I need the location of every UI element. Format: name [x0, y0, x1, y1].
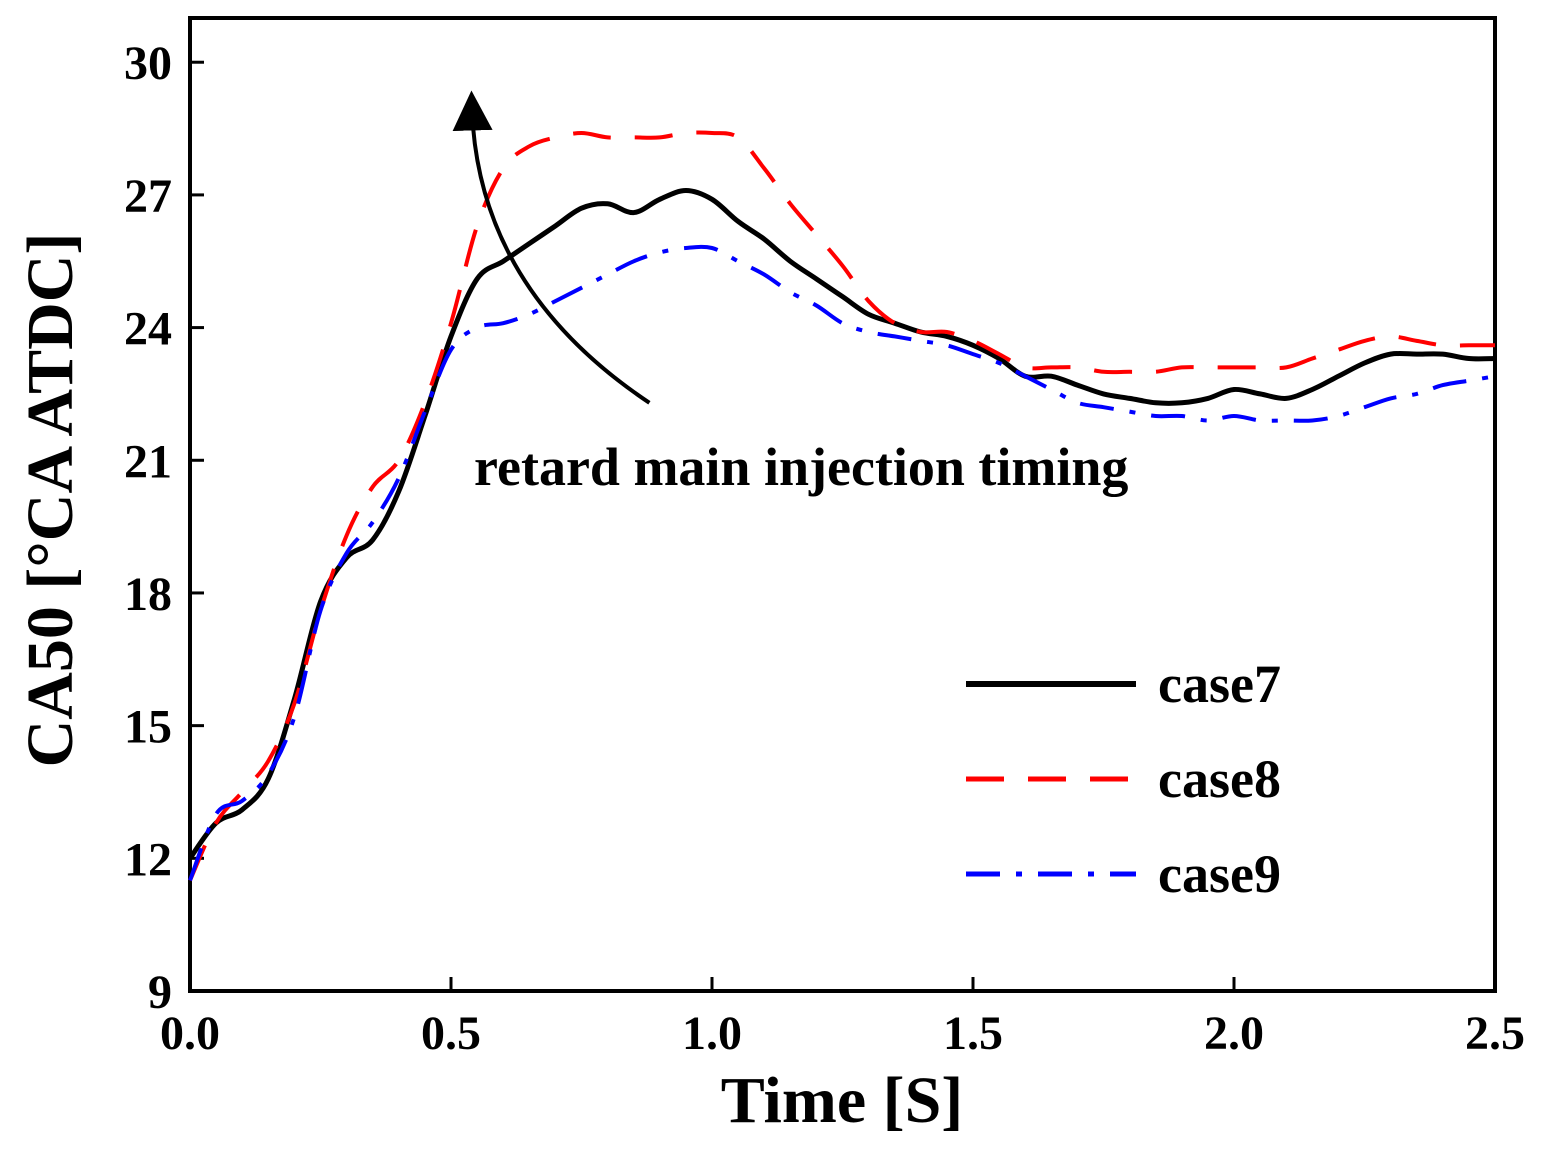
series-line-case7: [187, 188, 1496, 860]
x-tick-label: 1.5: [943, 1007, 1003, 1060]
x-tick-label: 0.5: [421, 1007, 481, 1060]
legend-label-case8: case8: [1158, 749, 1281, 809]
x-tick-label: 2.5: [1465, 1007, 1525, 1060]
x-tick-label: 2.0: [1204, 1007, 1264, 1060]
annotation-arrow: [452, 90, 651, 405]
annotation: retard main injection timing: [452, 90, 1128, 497]
legend: case7 case8 case9: [966, 654, 1281, 904]
annotation-text: retard main injection timing: [474, 437, 1128, 497]
y-tick-label: 30: [124, 37, 172, 90]
y-tick-label: 18: [124, 568, 172, 621]
series-line-case8: [188, 130, 1495, 882]
y-tick-label: 24: [124, 303, 172, 356]
y-tick-label: 12: [124, 833, 172, 886]
x-axis-title: Time [S]: [721, 1064, 964, 1137]
series-line-case9: [188, 244, 1496, 882]
axis-ticks: 0.0 0.5 1.0 1.5 2.0 2.5 9 12 15 18 21 24 27 30: [124, 37, 1525, 1060]
y-tick-label: 27: [124, 170, 172, 223]
x-tick-label: 1.0: [682, 1007, 742, 1060]
y-tick-label: 21: [124, 435, 172, 488]
y-tick-label: 15: [124, 701, 172, 754]
x-tick-label: 0.0: [160, 1007, 220, 1060]
series-layer: [187, 130, 1496, 882]
plot-area-frame: [188, 16, 1497, 993]
legend-label-case9: case9: [1158, 844, 1281, 904]
y-tick-label: 9: [148, 966, 172, 1019]
y-axis-title: CA50 [°CA ATDC]: [14, 233, 87, 768]
legend-label-case7: case7: [1158, 654, 1281, 714]
